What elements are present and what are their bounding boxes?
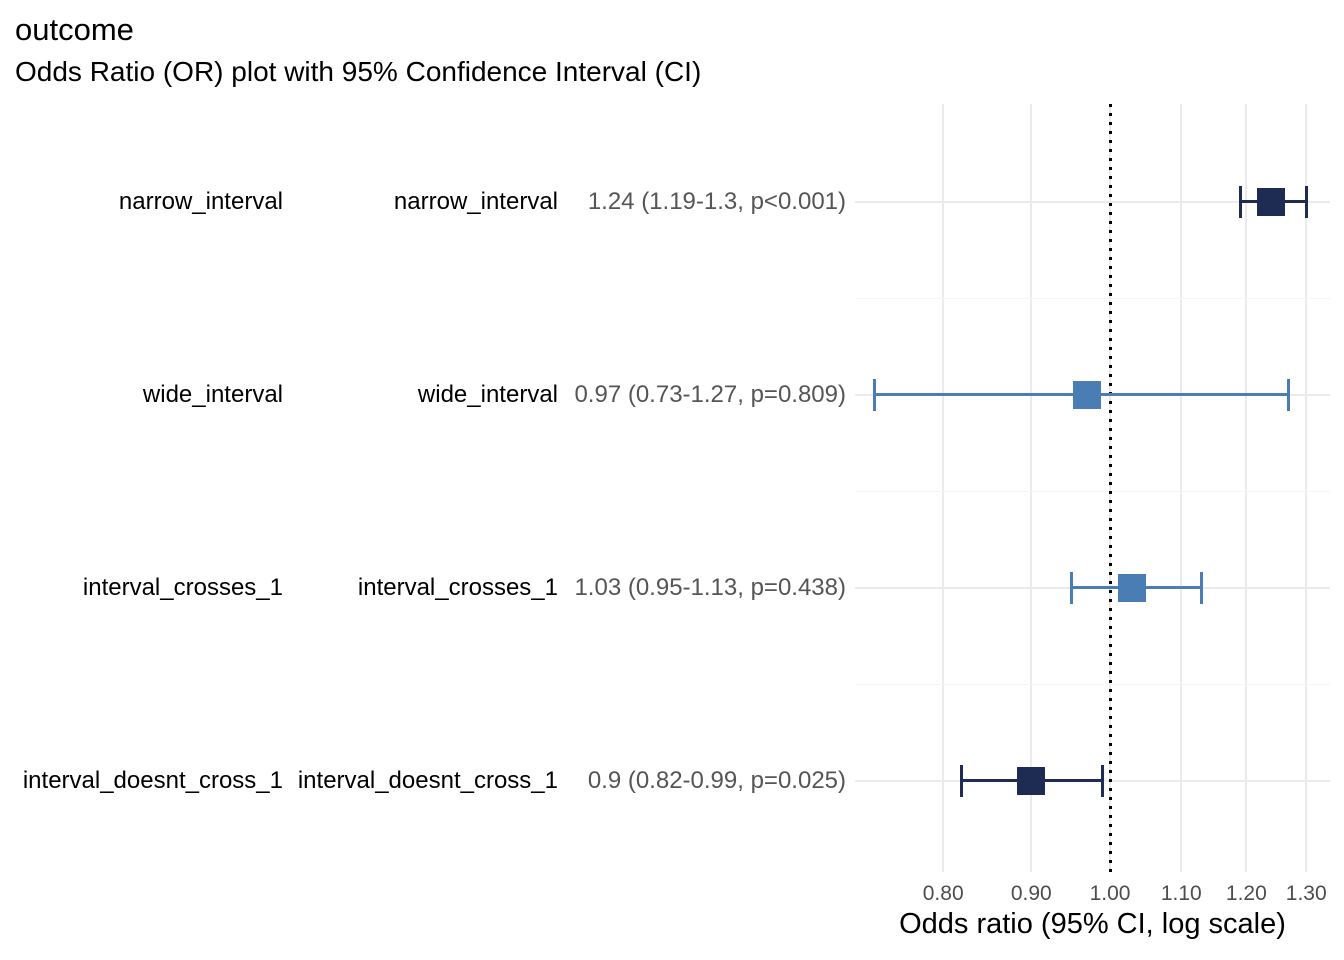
plot-panel [855,104,1330,872]
row-label: interval_doesnt_cross_1 [22,766,283,794]
y-gridline-minor [855,683,1330,686]
row-estimate-text: 1.24 (1.19-1.3, p<0.001) [587,187,846,215]
x-gridline [1180,104,1183,872]
x-tick-label: 0.90 [1010,882,1052,905]
or-point-square [1017,766,1046,795]
or-point-square [1118,573,1147,602]
plot-title: outcome [15,12,134,47]
y-gridline-minor [855,490,1330,493]
ci-cap-upper [1287,378,1291,411]
row-label: narrow_interval [118,187,283,215]
or-point-square [1073,380,1102,409]
x-gridline [1305,104,1308,872]
ci-cap-upper [1101,764,1105,797]
row-estimate-text: 0.97 (0.73-1.27, p=0.809) [574,380,846,408]
reference-line-or-1 [1108,104,1112,872]
y-gridline [855,200,1330,203]
x-gridline [1245,104,1248,872]
row-group-label: narrow_interval [393,187,558,215]
x-gridline [1030,104,1033,872]
row-label: interval_crosses_1 [82,573,283,601]
row-group-label: interval_crosses_1 [357,573,558,601]
or-point-square [1256,187,1285,216]
y-gridline-minor [855,297,1330,300]
ci-cap-upper [1199,571,1203,604]
x-tick-label: 1.00 [1089,882,1131,905]
ci-cap-upper [1304,185,1308,218]
ci-cap-lower [873,378,877,411]
x-tick-label: 0.80 [922,882,964,905]
x-tick-label: 1.30 [1285,882,1327,905]
ci-cap-lower [960,764,964,797]
ci-cap-lower [1070,571,1074,604]
x-gridline [942,104,945,872]
plot-subtitle: Odds Ratio (OR) plot with 95% Confidence… [15,56,702,87]
x-tick-label: 1.10 [1160,882,1202,905]
x-axis-title: Odds ratio (95% CI, log scale) [899,908,1286,940]
x-tick-label: 1.20 [1225,882,1267,905]
row-estimate-text: 1.03 (0.95-1.13, p=0.438) [574,573,846,601]
row-group-label: wide_interval [417,380,558,408]
row-label: wide_interval [142,380,283,408]
row-estimate-text: 0.9 (0.82-0.99, p=0.025) [587,766,846,794]
ci-cap-lower [1238,185,1242,218]
row-group-label: interval_doesnt_cross_1 [297,766,558,794]
